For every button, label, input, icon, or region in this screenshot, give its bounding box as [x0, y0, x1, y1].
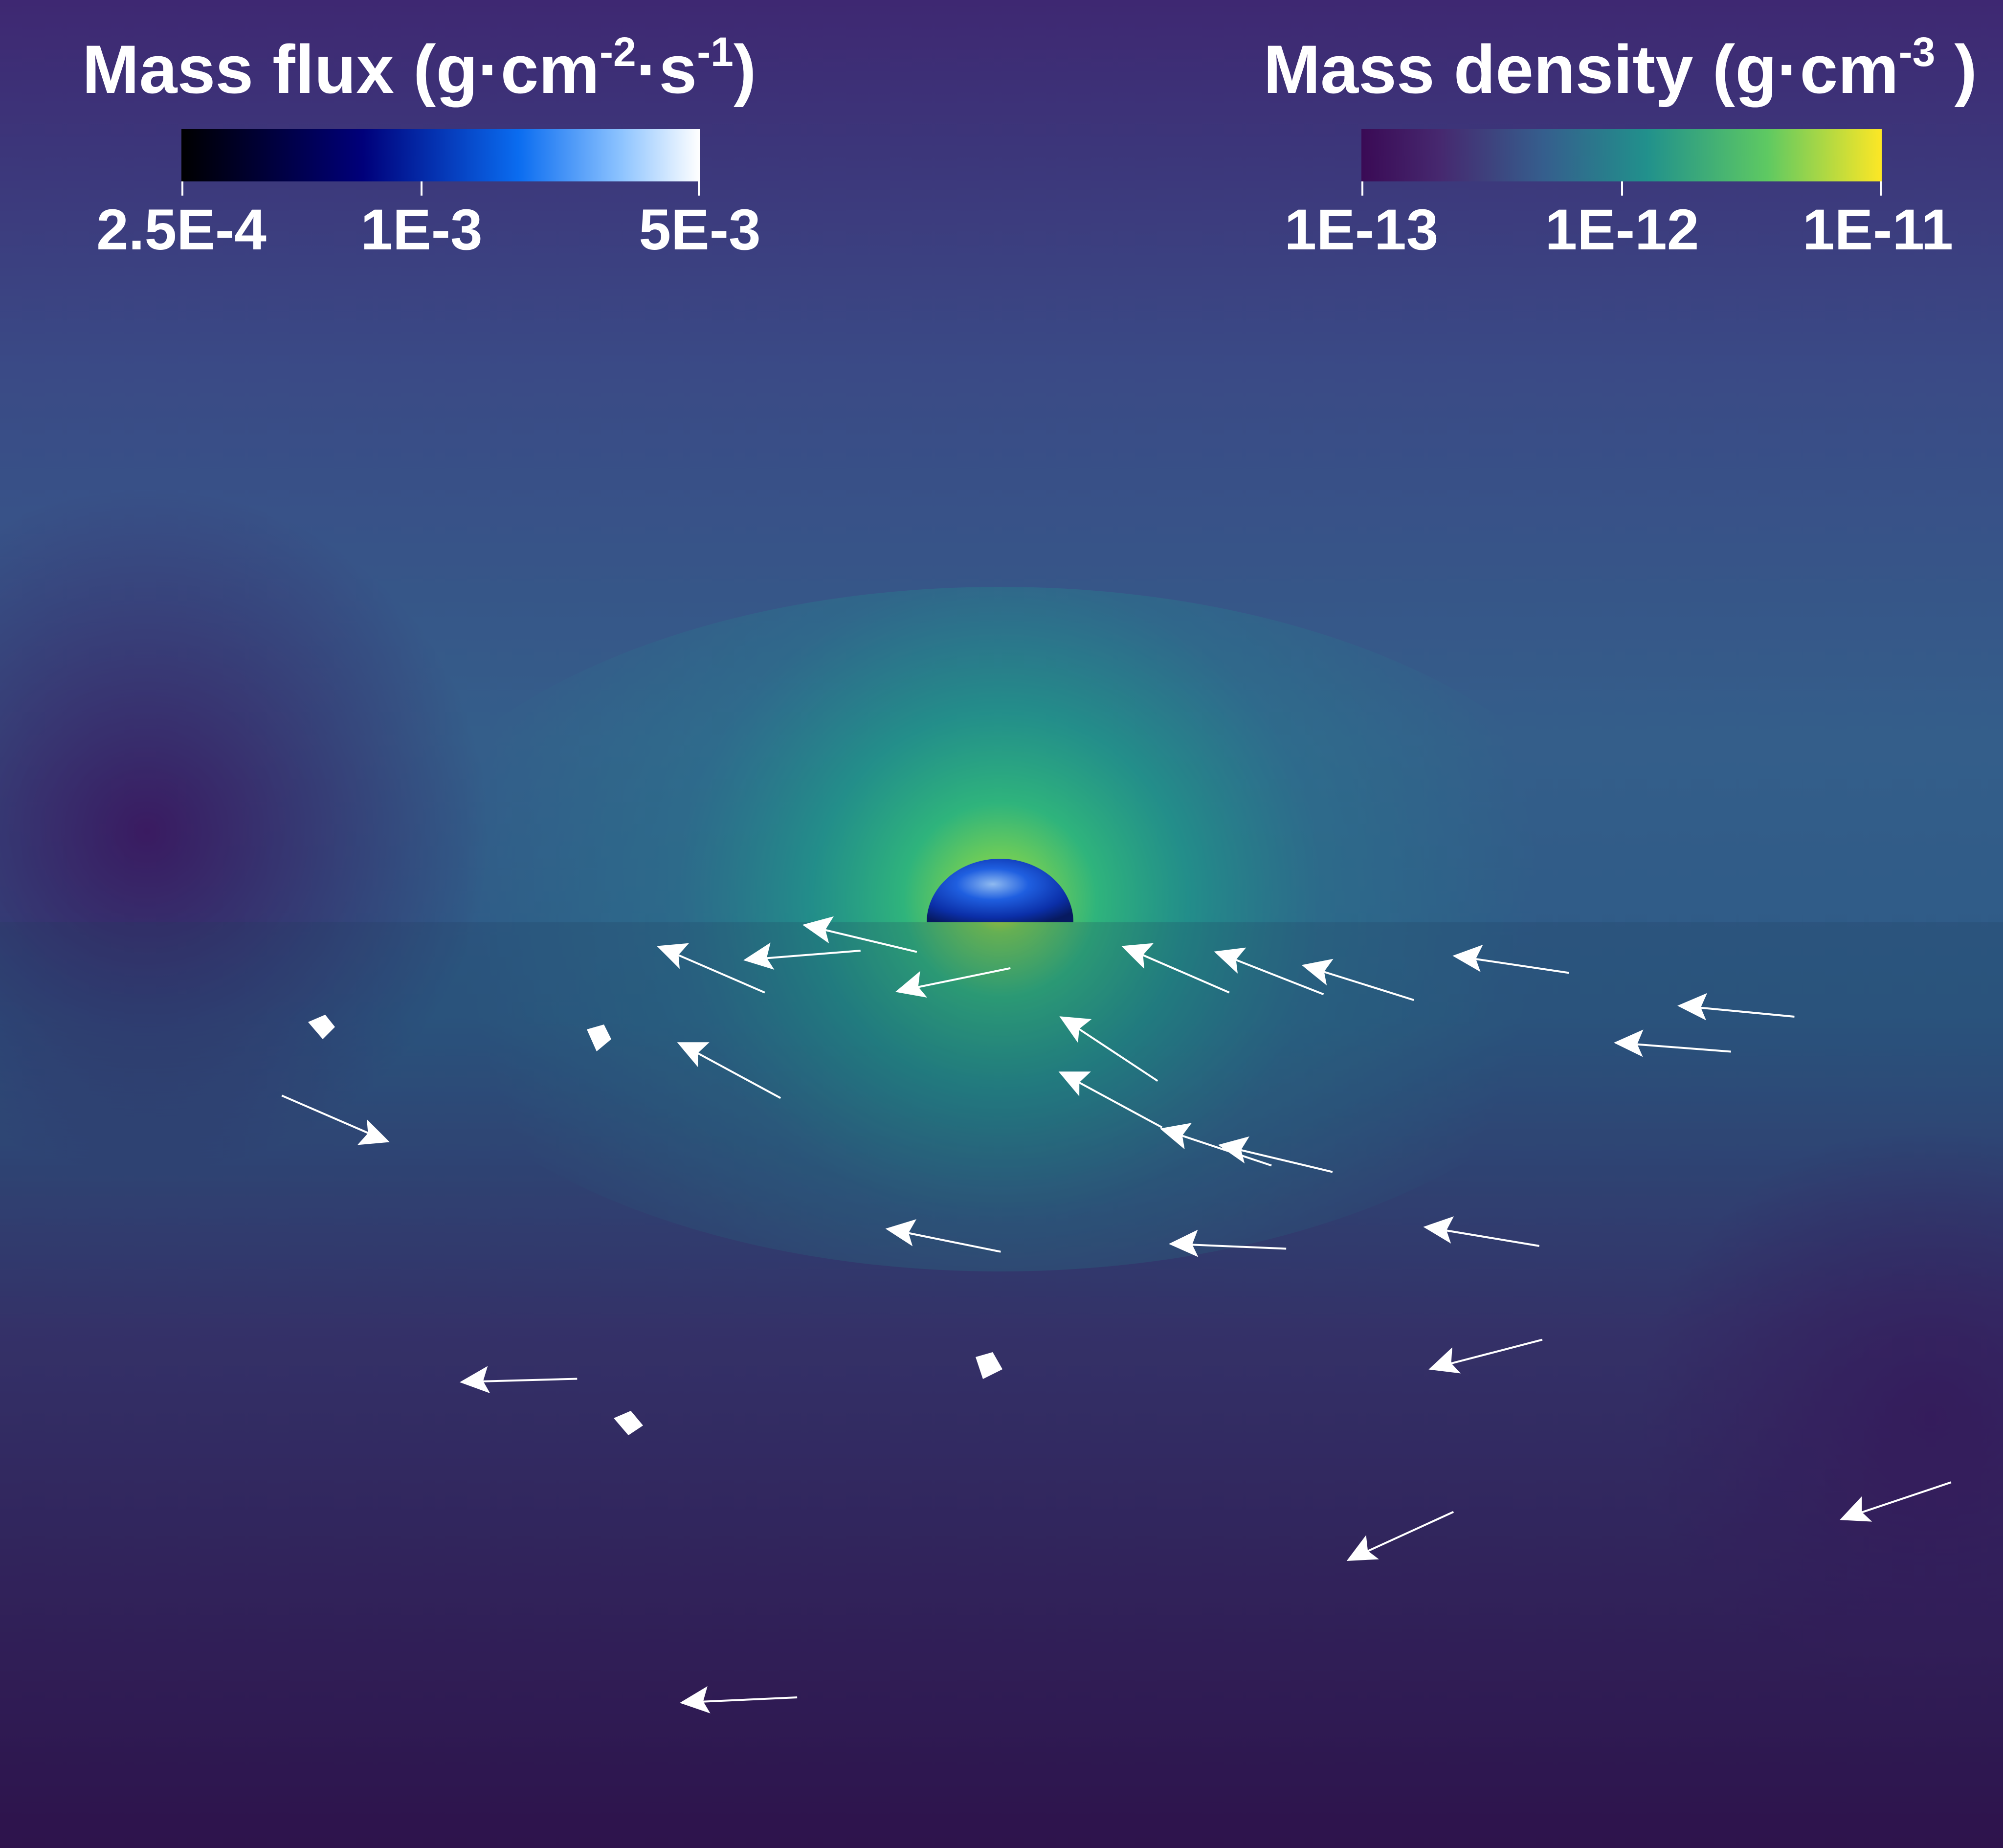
tick-label: 1E-11: [1803, 198, 1953, 262]
star-surface: [927, 859, 1073, 922]
colorbar-gradient: [181, 129, 700, 181]
tick-label: 1E-12: [1545, 198, 1699, 262]
title-text: ·s: [636, 31, 697, 108]
arrow-head: [587, 1024, 611, 1051]
mass-flux-colorbar: Mass flux (g·cm-2·s-1) 2.5E-4 1E-3 5E-3: [82, 29, 761, 262]
mass-density-colorbar: Mass density (g·cm-3 ) 1E-13 1E-12 1E-11: [1264, 29, 1977, 262]
dense-envelope: [364, 587, 1636, 1271]
title-superscript: -3: [1899, 29, 1936, 75]
tick-label: 2.5E-4: [96, 198, 267, 262]
tick-label: 5E-3: [639, 198, 760, 262]
title-text: ): [1935, 31, 1977, 108]
arrow-head: [614, 1411, 643, 1435]
tick-label: 1E-13: [1285, 198, 1439, 262]
arrow-head: [976, 1352, 1002, 1379]
slice-plane: [0, 922, 2003, 1848]
colorbar-title: Mass flux (g·cm-2·s-1): [82, 29, 757, 108]
title-text: ): [734, 31, 757, 108]
title-superscript: -1: [697, 29, 734, 75]
tick-label: 1E-3: [360, 198, 482, 262]
title-text: Mass density (g·cm: [1264, 31, 1899, 108]
arrow-head: [308, 1015, 335, 1039]
colorbar-title: Mass density (g·cm-3 ): [1264, 29, 1977, 108]
velocity-arrows: [273, 910, 1955, 1718]
colorbar-gradient: [1361, 129, 1882, 181]
title-text: Mass flux (g·cm: [82, 31, 600, 108]
title-superscript: -2: [600, 29, 636, 75]
